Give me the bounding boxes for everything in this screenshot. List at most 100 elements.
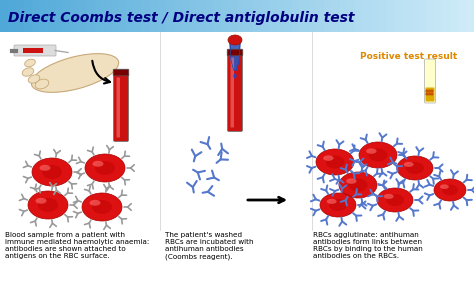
Bar [16,0,25,32]
Circle shape [431,90,433,92]
FancyBboxPatch shape [227,49,243,56]
Bar [39,0,48,32]
Bar [340,0,348,32]
Ellipse shape [368,149,388,161]
Ellipse shape [35,79,49,89]
Ellipse shape [386,194,404,206]
Bar [47,0,56,32]
Ellipse shape [28,191,68,219]
Ellipse shape [384,194,393,199]
Bar [284,0,293,32]
Ellipse shape [327,199,337,204]
Ellipse shape [359,142,397,168]
Ellipse shape [440,184,449,189]
Bar [253,0,262,32]
Ellipse shape [320,193,356,217]
Ellipse shape [42,165,62,179]
Bar [213,0,222,32]
Text: Direct Coombs test / Direct antiglobulin test: Direct Coombs test / Direct antiglobulin… [8,11,355,25]
Bar [466,0,474,32]
Bar [269,0,277,32]
FancyBboxPatch shape [117,78,120,137]
Ellipse shape [326,156,345,168]
Ellipse shape [22,68,34,76]
Bar [221,0,230,32]
FancyBboxPatch shape [230,57,234,127]
Bar [182,0,191,32]
Bar [198,0,206,32]
Bar [411,0,419,32]
Ellipse shape [406,162,424,174]
Ellipse shape [234,74,237,79]
Bar [435,0,443,32]
Bar [103,0,111,32]
Text: The patient's washed
RBCs are incubated with
antihuman antibodies
(Coombs reagen: The patient's washed RBCs are incubated … [165,232,254,260]
Ellipse shape [38,198,58,212]
Bar [450,0,459,32]
Bar [118,0,128,32]
FancyBboxPatch shape [14,45,56,56]
Circle shape [428,90,430,92]
Bar [150,0,159,32]
Bar [403,0,412,32]
Bar [32,0,40,32]
Bar [110,0,119,32]
Bar [237,0,246,32]
Bar [71,0,80,32]
Bar [8,0,17,32]
Bar [142,0,151,32]
Ellipse shape [442,185,458,195]
Ellipse shape [346,178,356,184]
Bar [261,0,270,32]
Ellipse shape [377,188,413,212]
Bar [300,0,309,32]
Bar [245,0,254,32]
Circle shape [428,93,430,95]
Bar [190,0,199,32]
Bar [0,0,9,32]
Bar [427,0,436,32]
Bar [87,0,96,32]
FancyBboxPatch shape [113,69,129,76]
Ellipse shape [39,165,51,171]
Ellipse shape [339,172,377,198]
FancyBboxPatch shape [113,74,128,142]
Ellipse shape [329,199,347,211]
FancyBboxPatch shape [228,54,243,132]
Bar [276,0,285,32]
Bar [364,0,372,32]
Bar [166,0,175,32]
Ellipse shape [92,161,103,167]
Bar [419,0,428,32]
Bar [371,0,380,32]
Bar [24,0,33,32]
Bar [324,0,333,32]
Ellipse shape [434,179,466,201]
Bar [356,0,365,32]
Bar [316,0,325,32]
Ellipse shape [323,155,334,161]
Ellipse shape [366,148,376,154]
Bar [95,0,104,32]
Text: RBCs agglutinate: antihuman
antibodies form links between
RBCs by binding to the: RBCs agglutinate: antihuman antibodies f… [313,232,423,259]
Bar [205,0,214,32]
Ellipse shape [28,75,40,83]
Text: Positive test result: Positive test result [360,52,457,61]
Circle shape [426,90,428,92]
Ellipse shape [397,156,433,180]
Ellipse shape [95,161,115,175]
Bar [387,0,396,32]
Ellipse shape [36,198,46,204]
Bar [379,0,388,32]
Text: Blood sample from a patient with
immune mediated haemolytic anaemia:
antibodies : Blood sample from a patient with immune … [5,232,149,259]
Polygon shape [230,43,240,70]
Ellipse shape [348,178,367,192]
Bar [332,0,341,32]
Bar [63,0,72,32]
FancyBboxPatch shape [426,88,435,101]
Ellipse shape [25,59,35,67]
Bar [127,0,135,32]
Bar [134,0,143,32]
Ellipse shape [85,154,125,182]
FancyBboxPatch shape [425,59,436,103]
